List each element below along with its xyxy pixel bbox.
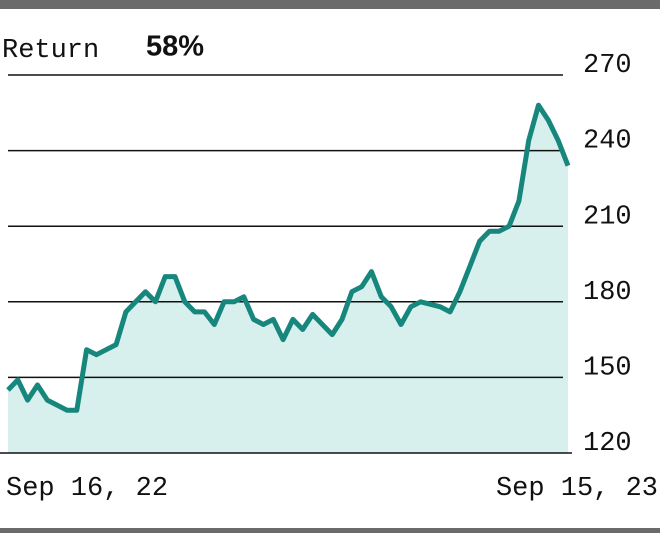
y-tick-label: 240 <box>583 127 632 157</box>
bottom-bar <box>0 528 660 533</box>
x-tick-label: Sep 15, 23 <box>496 474 658 504</box>
chart-title: Return <box>2 36 99 66</box>
return-annotation: 58% <box>146 31 204 63</box>
y-tick-label: 210 <box>583 202 632 232</box>
x-tick-label: Sep 16, 22 <box>6 474 168 504</box>
top-bar <box>0 0 660 9</box>
y-tick-label: 120 <box>583 429 632 459</box>
y-tick-label: 150 <box>583 354 632 384</box>
y-tick-label: 180 <box>583 278 632 308</box>
line <box>6 102 571 413</box>
y-tick-label: 270 <box>583 51 632 81</box>
area-fill <box>8 105 568 453</box>
